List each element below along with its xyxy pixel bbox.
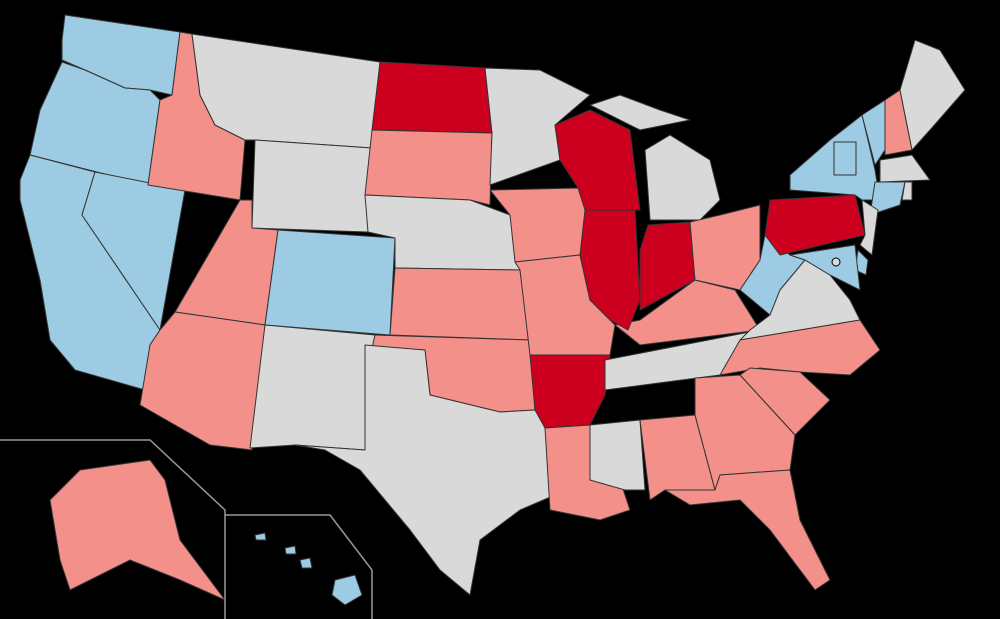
- state: [639, 221, 696, 311]
- state: [739, 367, 831, 436]
- state: [264, 229, 396, 336]
- state: [859, 199, 879, 256]
- state: [371, 61, 493, 134]
- state: [294, 344, 556, 596]
- state: [254, 532, 267, 541]
- state: [284, 545, 297, 555]
- state: [764, 194, 866, 256]
- dc-marker: [831, 257, 841, 267]
- state: [664, 469, 831, 591]
- state: [614, 279, 761, 346]
- inset-line: [0, 439, 226, 619]
- state: [789, 244, 861, 291]
- state: [644, 134, 721, 221]
- state: [869, 181, 906, 216]
- state: [901, 181, 913, 201]
- inset-line: [225, 514, 373, 619]
- state: [899, 39, 966, 151]
- inset-borders: [0, 439, 373, 619]
- state: [739, 259, 861, 341]
- state: [299, 557, 313, 569]
- state: [589, 419, 646, 491]
- states: [19, 14, 966, 606]
- state: [249, 324, 376, 451]
- state: [331, 574, 363, 606]
- state: [364, 129, 493, 206]
- state: [589, 94, 691, 131]
- state: [833, 141, 857, 176]
- state: [579, 207, 641, 331]
- state: [719, 319, 881, 376]
- state: [554, 109, 641, 211]
- state: [49, 459, 226, 601]
- state: [251, 139, 373, 233]
- state: [389, 267, 531, 341]
- state: [879, 154, 931, 183]
